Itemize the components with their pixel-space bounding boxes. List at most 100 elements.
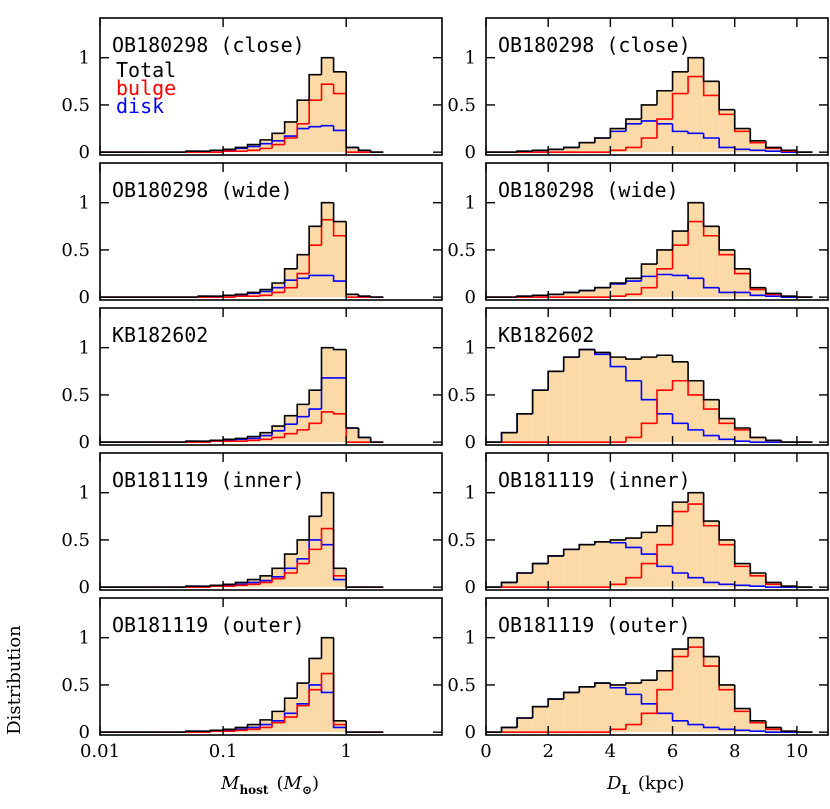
legend-entry: disk [116,94,164,118]
panel-frame [485,17,829,156]
histogram-step [320,83,334,101]
histogram-step [320,124,334,127]
histogram-step [308,73,322,101]
histogram-step [702,429,720,437]
histogram-step [234,584,248,587]
histogram-step [531,389,549,414]
histogram-step [578,289,595,293]
bar-fill [517,717,533,733]
histogram-step [625,146,642,151]
bar-fill [501,582,518,588]
y-tick-label: 0.5 [447,95,476,116]
y-tick-label: 0.5 [447,385,476,406]
bar-fill [734,268,751,298]
bar-fill [563,147,580,153]
histogram-step [296,99,310,122]
histogram-step [780,440,797,443]
bar-fill [657,90,673,153]
bar-fill [579,544,595,588]
histogram-step [625,118,642,129]
panel: 0 0.5 1 OB180298 (close) [447,17,829,163]
histogram-step [671,92,689,120]
bar-fill [625,119,642,153]
bar-fill [532,390,549,443]
histogram-step [500,581,518,588]
legend-entry: bulge [116,76,176,100]
histogram-step [547,555,564,564]
histogram-step [671,230,689,250]
bar-fill [765,440,782,443]
histogram-step [671,648,689,671]
histogram-step [259,139,273,145]
histogram-step [671,713,689,722]
bar-fill [657,525,673,588]
y-tick-label: 1 [79,483,90,504]
histogram-step [259,726,273,730]
histogram-step [345,281,359,296]
histogram-step [332,411,347,415]
histogram-step [640,380,657,401]
bar-fill [358,150,371,153]
panel-title: OB181119 (outer) [112,613,305,637]
bar-fill [321,57,334,153]
bar-fill [610,684,626,733]
histogram-step [749,429,766,439]
histogram-step [671,274,689,277]
histogram-step [749,585,766,588]
bar-fill [750,437,766,443]
histogram-step [687,275,704,280]
histogram-step [345,579,359,588]
y-tick-label: 0.5 [61,95,90,116]
bar-fill [750,287,766,298]
histogram-step [369,150,384,153]
histogram-step [687,636,704,650]
histogram-step [345,724,359,733]
histogram-step [656,389,673,424]
histogram-step [296,682,310,699]
bar-fill [750,140,766,153]
bar-fill [563,692,580,733]
histogram-step [246,439,261,442]
histogram-step [625,542,642,549]
bar-fill [594,541,611,588]
histogram-step [283,697,298,712]
y-tick-label: 0 [79,287,90,308]
histogram-step [320,672,334,690]
bar-fill [297,404,310,443]
x-tick-label: 4 [605,741,616,762]
bar-fill [333,349,347,443]
histogram-step [749,149,766,152]
panel-frame [485,452,829,591]
bar-fill [309,516,322,588]
histogram-step [765,586,782,588]
histogram-step [209,584,224,587]
bar-fill [235,147,248,153]
bar-fill [734,128,751,153]
y-tick-label: 1 [465,48,476,69]
bar-fill [594,683,611,733]
bar-fill [594,352,611,443]
panel-title: KB182602 [498,323,594,347]
histogram-step [578,543,595,550]
histogram-step [332,202,347,223]
histogram-step [296,253,310,269]
y-tick-label: 1 [79,48,90,69]
bar-fill [532,563,549,588]
histogram-step [246,728,261,731]
bar-fill [548,699,564,733]
histogram-step [271,436,285,440]
histogram-step [796,150,813,153]
bar-fill [223,295,236,298]
histogram-step [259,288,273,293]
bar-fill [688,57,704,153]
bar-fill [719,539,735,588]
histogram-step [718,81,735,111]
bar-fill [579,142,595,153]
histogram-step [718,656,735,686]
panel-frame [99,307,443,446]
bar-fill [719,249,735,298]
histogram-step [671,355,689,363]
bar-fill [719,684,735,733]
bar-fill [284,121,298,153]
histogram-step [283,432,298,438]
